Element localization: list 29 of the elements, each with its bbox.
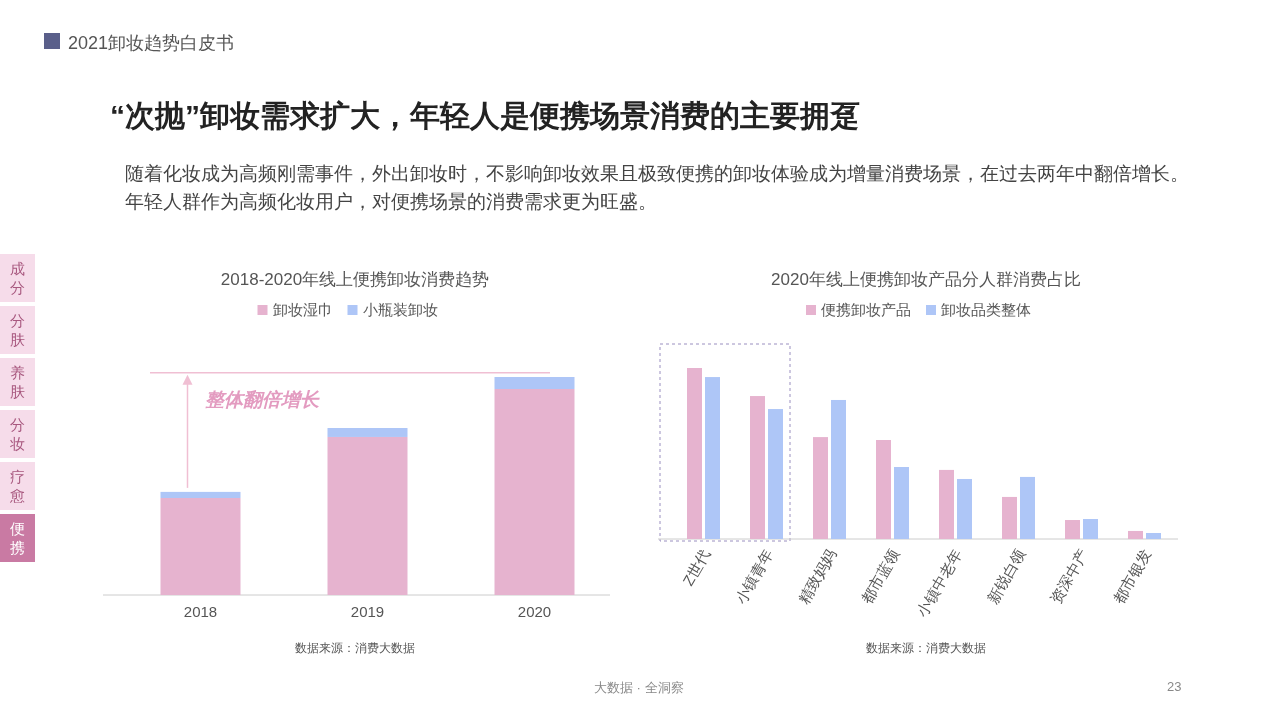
legend-label: 卸妆湿巾 [272,301,333,318]
text: 养肤 [0,358,35,406]
text: 2021卸妆趋势白皮书 [68,32,235,55]
text: 疗愈 [0,462,35,510]
text: 成分 [0,254,35,302]
x-tick-label: 2019 [350,603,385,620]
chart-title: 2020年线上便携卸妆产品分人群消费占比 [771,270,1081,289]
x-tick-label: 都市银发 [1109,545,1155,607]
text: 随着化妆成为高频刚需事件，外出卸妆时，不影响卸妆效果且极致便携的卸妆体验成为增量消费场景，在过去两年中翻倍增长。年轻人群作为高频化妆用户，对便携场景的消费需求更为旺盛。 [125,162,1190,214]
chart-title: 2018-2020年线上便携卸妆消费趋势 [220,270,490,289]
x-tick-label: Z世代 [679,545,714,589]
text: 23 [1167,679,1182,694]
x-tick-label: 小镇青年 [731,545,777,607]
source-note: 数据来源：消费大数据 [295,641,415,655]
x-tick-label: 都市蓝领 [857,545,903,607]
legend-label: 小瓶装卸妆 [362,301,438,318]
x-tick-label: 资深中产 [1046,545,1092,607]
text: “次抛”卸妆需求扩大，年轻人是便携场景消费的主要拥趸 [110,98,860,134]
annotation: 整体翻倍增长 [204,389,320,410]
x-tick-label: 新锐白领 [983,545,1029,607]
x-tick-label: 2020 [517,603,552,620]
x-tick-label: 精致妈妈 [794,545,840,607]
text: 分妆 [0,410,35,458]
text: 分肤 [0,306,35,354]
text: 大数据 · 全洞察 [594,679,684,697]
text: 便携 [0,514,35,562]
x-tick-label: 小镇中老年 [913,545,966,620]
x-tick-label: 2018 [183,603,218,620]
source-note: 数据来源：消费大数据 [866,641,986,655]
